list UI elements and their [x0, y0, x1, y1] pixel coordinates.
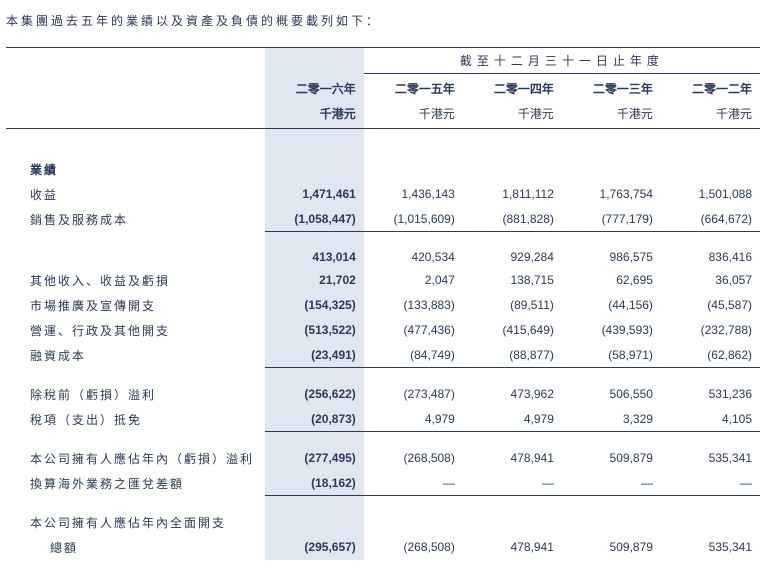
cell-tax-3: 3,329 — [562, 407, 661, 432]
period-header: 截至十二月三十一日止年度 — [364, 48, 760, 74]
cell-gross-3: 986,575 — [562, 246, 661, 268]
cell-admin-2: (415,649) — [463, 318, 562, 343]
cell-fx-2: — — [463, 471, 562, 496]
label-other-income: 其他收入、收益及虧損 — [6, 268, 265, 293]
cell-cogs-4: (664,672) — [661, 207, 760, 232]
row-other-income: 其他收入、收益及虧損 21,702 2,047 138,715 62,695 3… — [6, 268, 760, 293]
row-owners: 本公司擁有人應佔年內（虧損）溢利 (277,495) (268,508) 478… — [6, 446, 760, 471]
cell-finance-3: (58,971) — [562, 343, 661, 368]
cell-admin-3: (439,593) — [562, 318, 661, 343]
cell-gross-1: 420,534 — [364, 246, 463, 268]
label-selling: 市場推廣及宣傳開支 — [6, 293, 265, 318]
cell-pbt-3: 506,550 — [562, 382, 661, 407]
label-finance: 融資成本 — [6, 343, 265, 368]
cell-total-1: (268,508) — [364, 535, 463, 560]
cell-selling-0: (154,325) — [265, 293, 364, 318]
cell-selling-4: (45,587) — [661, 293, 760, 318]
label-tax: 稅項（支出）抵免 — [6, 407, 265, 432]
cell-revenue-0: 1,471,461 — [265, 182, 364, 207]
row-finance: 融資成本 (23,491) (84,749) (88,877) (58,971)… — [6, 343, 760, 368]
row-pbt: 除稅前（虧損）溢利 (256,622) (273,487) 473,962 50… — [6, 382, 760, 407]
label-owners: 本公司擁有人應佔年內（虧損）溢利 — [6, 446, 265, 471]
cell-total-2: 478,941 — [463, 535, 562, 560]
cell-other-0: 21,702 — [265, 268, 364, 293]
cell-pbt-2: 473,962 — [463, 382, 562, 407]
label-cogs: 銷售及服務成本 — [6, 207, 265, 232]
cell-cogs-0: (1,058,447) — [265, 207, 364, 232]
cell-fx-4: — — [661, 471, 760, 496]
intro-text: 本集團過去五年的業績以及資產及負債的概要載列如下： — [6, 12, 760, 29]
year-2014: 二零一四年 — [463, 74, 562, 102]
cell-selling-1: (133,883) — [364, 293, 463, 318]
cell-gross-4: 836,416 — [661, 246, 760, 268]
cell-owners-2: 478,941 — [463, 446, 562, 471]
row-gross: 413,014 420,534 929,284 986,575 836,416 — [6, 246, 760, 268]
cell-gross-2: 929,284 — [463, 246, 562, 268]
cell-total-3: 509,879 — [562, 535, 661, 560]
cell-finance-4: (62,862) — [661, 343, 760, 368]
cell-other-3: 62,695 — [562, 268, 661, 293]
cell-total-0: (295,657) — [265, 535, 364, 560]
cell-cogs-3: (777,179) — [562, 207, 661, 232]
cell-finance-1: (84,749) — [364, 343, 463, 368]
cell-fx-1: — — [364, 471, 463, 496]
cell-other-2: 138,715 — [463, 268, 562, 293]
row-tax: 稅項（支出）抵免 (20,873) 4,979 4,979 3,329 4,10… — [6, 407, 760, 432]
results-header: 業績 — [6, 143, 265, 182]
cell-revenue-2: 1,811,112 — [463, 182, 562, 207]
cell-owners-1: (268,508) — [364, 446, 463, 471]
cell-other-4: 36,057 — [661, 268, 760, 293]
cell-admin-0: (513,522) — [265, 318, 364, 343]
year-2015: 二零一五年 — [364, 74, 463, 102]
cell-tax-4: 4,105 — [661, 407, 760, 432]
unit-2015: 千港元 — [364, 101, 463, 129]
cell-selling-3: (44,156) — [562, 293, 661, 318]
cell-tax-1: 4,979 — [364, 407, 463, 432]
cell-owners-0: (277,495) — [265, 446, 364, 471]
label-fx: 換算海外業務之匯兌差額 — [6, 471, 265, 496]
financial-summary-table: 截至十二月三十一日止年度 二零一六年 二零一五年 二零一四年 二零一三年 二零一… — [6, 47, 760, 560]
year-2013: 二零一三年 — [562, 74, 661, 102]
unit-2013: 千港元 — [562, 101, 661, 129]
cell-pbt-0: (256,622) — [265, 382, 364, 407]
label-pbt: 除稅前（虧損）溢利 — [6, 382, 265, 407]
cell-finance-0: (23,491) — [265, 343, 364, 368]
cell-admin-4: (232,788) — [661, 318, 760, 343]
cell-admin-1: (477,436) — [364, 318, 463, 343]
cell-tax-0: (20,873) — [265, 407, 364, 432]
row-revenue: 收益 1,471,461 1,436,143 1,811,112 1,763,7… — [6, 182, 760, 207]
cell-finance-2: (88,877) — [463, 343, 562, 368]
cell-owners-3: 509,879 — [562, 446, 661, 471]
cell-cogs-2: (881,828) — [463, 207, 562, 232]
row-fx: 換算海外業務之匯兌差額 (18,162) — — — — — [6, 471, 760, 496]
cell-pbt-4: 531,236 — [661, 382, 760, 407]
unit-2014: 千港元 — [463, 101, 562, 129]
cell-selling-2: (89,511) — [463, 293, 562, 318]
label-revenue: 收益 — [6, 182, 265, 207]
row-selling: 市場推廣及宣傳開支 (154,325) (133,883) (89,511) (… — [6, 293, 760, 318]
cell-tax-2: 4,979 — [463, 407, 562, 432]
row-cogs: 銷售及服務成本 (1,058,447) (1,015,609) (881,828… — [6, 207, 760, 232]
year-2012: 二零一二年 — [661, 74, 760, 102]
cell-revenue-3: 1,763,754 — [562, 182, 661, 207]
cell-other-1: 2,047 — [364, 268, 463, 293]
year-2016: 二零一六年 — [265, 74, 364, 102]
row-admin: 營運、行政及其他開支 (513,522) (477,436) (415,649)… — [6, 318, 760, 343]
label-total-comp-l1: 本公司擁有人應佔年內全面開支 — [6, 510, 265, 535]
cell-total-4: 535,341 — [661, 535, 760, 560]
cell-revenue-1: 1,436,143 — [364, 182, 463, 207]
cell-owners-4: 535,341 — [661, 446, 760, 471]
row-total-comp-l1: 本公司擁有人應佔年內全面開支 — [6, 510, 760, 535]
cell-cogs-1: (1,015,609) — [364, 207, 463, 232]
unit-2012: 千港元 — [661, 101, 760, 129]
label-total-comp-l2: 總額 — [6, 535, 265, 560]
cell-gross-0: 413,014 — [265, 246, 364, 268]
cell-fx-3: — — [562, 471, 661, 496]
cell-revenue-4: 1,501,088 — [661, 182, 760, 207]
cell-fx-0: (18,162) — [265, 471, 364, 496]
label-admin: 營運、行政及其他開支 — [6, 318, 265, 343]
row-total-comp: 總額 (295,657) (268,508) 478,941 509,879 5… — [6, 535, 760, 560]
unit-2016: 千港元 — [265, 101, 364, 129]
cell-pbt-1: (273,487) — [364, 382, 463, 407]
